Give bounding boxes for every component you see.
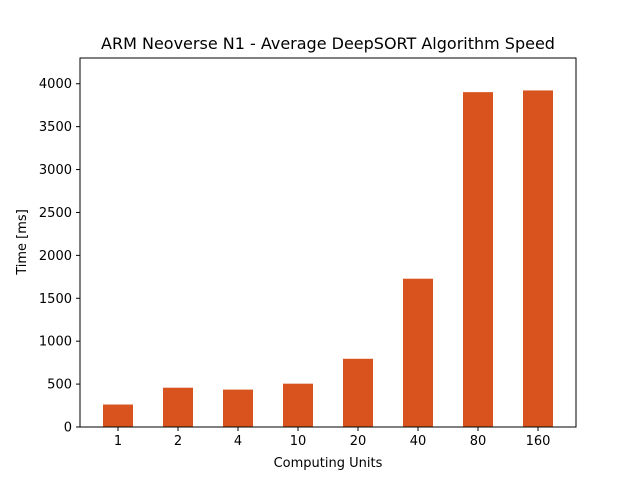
y-tick-label: 2000 <box>39 249 72 264</box>
bars-group <box>103 90 553 427</box>
bar-20 <box>343 358 373 427</box>
y-tick-label: 3500 <box>39 120 72 135</box>
x-tick-label: 4 <box>234 434 242 449</box>
x-tick-label: 10 <box>290 434 307 449</box>
y-tick-label: 0 <box>64 421 72 436</box>
bar-1 <box>103 404 133 427</box>
bar-160 <box>523 90 553 427</box>
x-tick-label: 2 <box>174 434 182 449</box>
y-tick-label: 500 <box>47 378 72 393</box>
x-axis-label: Computing Units <box>274 456 383 471</box>
y-tick-label: 1000 <box>39 335 72 350</box>
bar-10 <box>283 383 313 427</box>
y-tick-label: 3000 <box>39 163 72 178</box>
x-tick-label: 1 <box>114 434 122 449</box>
x-tick-label: 20 <box>350 434 367 449</box>
bar-2 <box>163 387 193 427</box>
bar-40 <box>403 278 433 427</box>
bar-4 <box>223 389 253 427</box>
x-tick-label: 160 <box>526 434 551 449</box>
bar-80 <box>463 92 493 427</box>
y-tick-label: 2500 <box>39 206 72 221</box>
y-tick-label: 1500 <box>39 292 72 307</box>
y-axis: 0 500 1000 1500 2000 2500 3000 3500 4000 <box>39 77 80 436</box>
y-axis-label: Time [ms] <box>15 209 30 276</box>
x-axis: 1 2 4 10 20 40 80 160 <box>114 427 551 449</box>
x-tick-label: 40 <box>410 434 427 449</box>
y-tick-label: 4000 <box>39 77 72 92</box>
plot-frame <box>79 57 577 428</box>
chart-title: ARM Neoverse N1 - Average DeepSORT Algor… <box>101 34 555 53</box>
x-tick-label: 80 <box>470 434 487 449</box>
